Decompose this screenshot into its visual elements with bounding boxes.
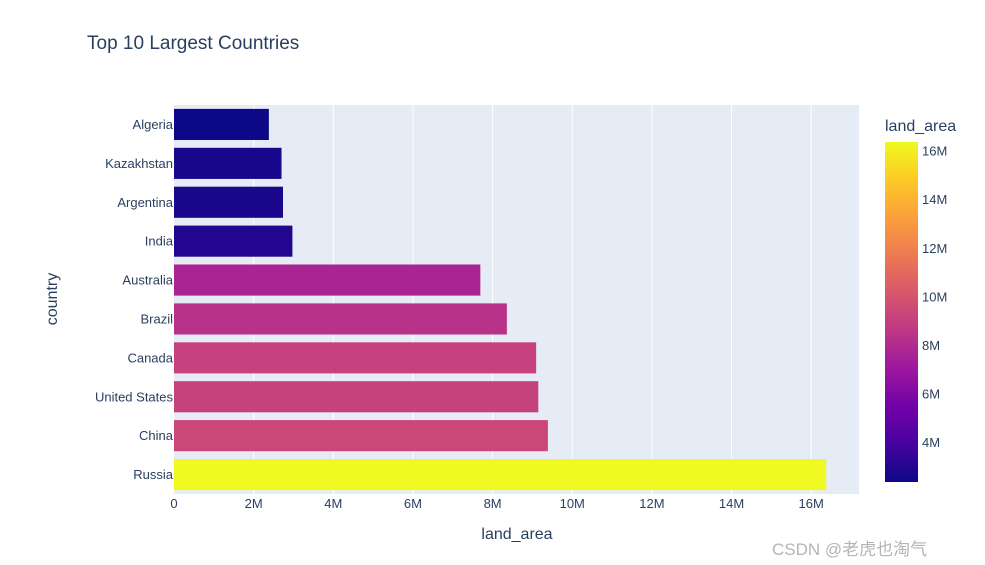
y-tick-label: India	[145, 234, 174, 249]
x-axis-title: land_area	[481, 526, 552, 543]
y-axis-title: country	[44, 273, 61, 325]
y-tick-label: Australia	[122, 273, 173, 288]
y-tick-labels: Algeria Kazakhstan Argentina India Australia…	[95, 117, 174, 482]
bar-algeria	[174, 108, 269, 141]
colorbar-tick-label: 4M	[922, 435, 940, 450]
bar-brazil	[174, 303, 507, 335]
bar-russia	[174, 458, 827, 491]
x-tick-labels: 0 2M 4M 6M 8M 10M 12M 14M 16M	[170, 496, 823, 511]
bar-argentina	[174, 186, 283, 218]
colorbar	[885, 142, 918, 482]
y-tick-label: Kazakhstan	[105, 156, 173, 171]
colorbar-tick-label: 14M	[922, 192, 947, 207]
colorbar-tick-label: 10M	[922, 289, 947, 304]
colorbar-title: land_area	[885, 118, 956, 135]
x-tick-label: 2M	[245, 496, 263, 511]
x-tick-label: 10M	[560, 496, 585, 511]
x-tick-label: 12M	[639, 496, 664, 511]
chart-title: Top 10 Largest Countries	[87, 33, 299, 54]
bar-canada	[174, 342, 537, 374]
colorbar-tick-label: 6M	[922, 387, 940, 402]
x-tick-label: 8M	[484, 496, 502, 511]
watermark-text: CSDN @老虎也淘气	[772, 540, 928, 559]
colorbar-tick-label: 16M	[922, 144, 947, 159]
bar-australia	[174, 264, 481, 296]
bar-china	[174, 420, 548, 452]
y-tick-label: Argentina	[117, 195, 173, 210]
colorbar-tick-labels: 4M 6M 8M 10M 12M 14M 16M	[922, 144, 947, 451]
x-tick-label: 14M	[719, 496, 744, 511]
y-tick-label: Russia	[133, 467, 174, 482]
y-tick-label: Brazil	[140, 311, 173, 326]
bars	[174, 108, 827, 491]
y-tick-label: Canada	[127, 350, 173, 365]
y-tick-label: United States	[95, 389, 174, 404]
y-tick-label: China	[139, 428, 174, 443]
y-tick-label: Algeria	[133, 117, 174, 132]
x-tick-label: 6M	[404, 496, 422, 511]
bar-united-states	[174, 381, 539, 413]
colorbar-tick-label: 12M	[922, 241, 947, 256]
x-tick-label: 0	[170, 496, 177, 511]
x-tick-label: 16M	[799, 496, 824, 511]
x-tick-label: 4M	[324, 496, 342, 511]
bar-india	[174, 225, 293, 257]
bar-kazakhstan	[174, 147, 282, 179]
colorbar-tick-label: 8M	[922, 338, 940, 353]
